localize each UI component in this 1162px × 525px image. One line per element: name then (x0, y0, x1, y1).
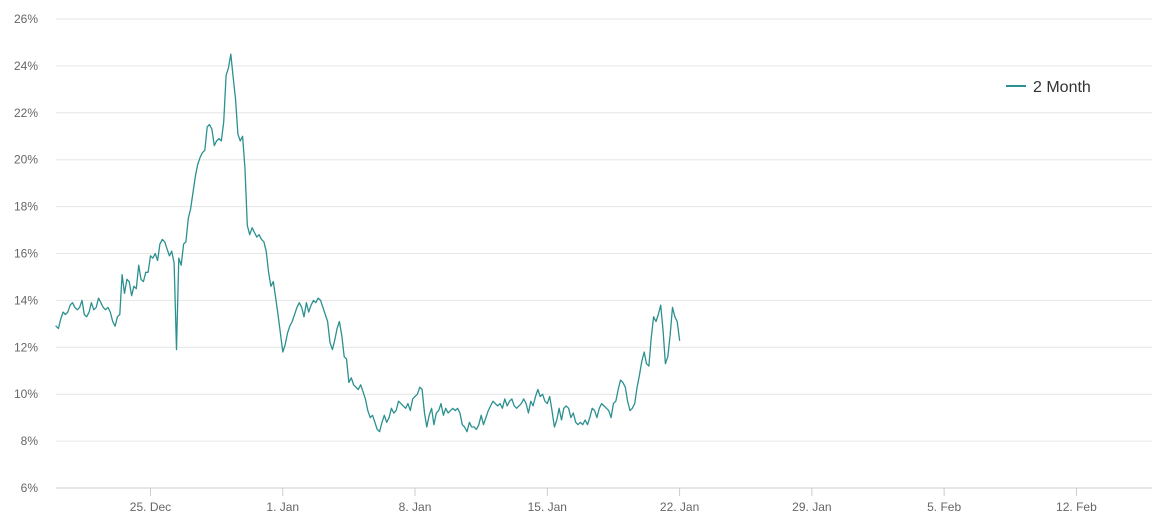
series-layer (55, 53, 681, 433)
y-tick-label-18: 18% (14, 200, 38, 214)
series-line-2-month[interactable] (55, 53, 681, 433)
x-tick-label-3: 15. Jan (528, 500, 567, 514)
y-tick-label-14: 14% (14, 293, 38, 307)
y-tick-label-26: 26% (14, 12, 38, 26)
y-tick-label-12: 12% (14, 340, 38, 354)
x-tick-label-5: 29. Jan (792, 500, 831, 514)
y-tick-label-22: 22% (14, 106, 38, 120)
legend[interactable]: 2 Month (1006, 79, 1091, 96)
y-tick-label-16: 16% (14, 247, 38, 261)
y-tick-label-8: 8% (21, 434, 39, 448)
x-tick-label-0: 25. Dec (130, 500, 171, 514)
x-tick-label-6: 5. Feb (927, 500, 961, 514)
y-tick-label-20: 20% (14, 153, 38, 167)
y-tick-label-10: 10% (14, 387, 38, 401)
x-tick-label-7: 12. Feb (1056, 500, 1097, 514)
y-tick-label-24: 24% (14, 59, 38, 73)
x-tick-label-2: 8. Jan (399, 500, 432, 514)
x-tick-label-1: 1. Jan (266, 500, 299, 514)
legend-label-2-month: 2 Month (1033, 79, 1091, 96)
x-tick-label-4: 22. Jan (660, 500, 699, 514)
x-axis: 25. Dec 1. Jan 8. Jan 15. Jan 22. Jan 29. Jan… (56, 487, 1152, 514)
gridlines (56, 18, 1152, 442)
y-tick-label-6: 6% (21, 481, 39, 495)
y-axis: 6% 8% 10% 12% 14% 16% 18% 20% 22% 24% 26% (14, 12, 38, 495)
